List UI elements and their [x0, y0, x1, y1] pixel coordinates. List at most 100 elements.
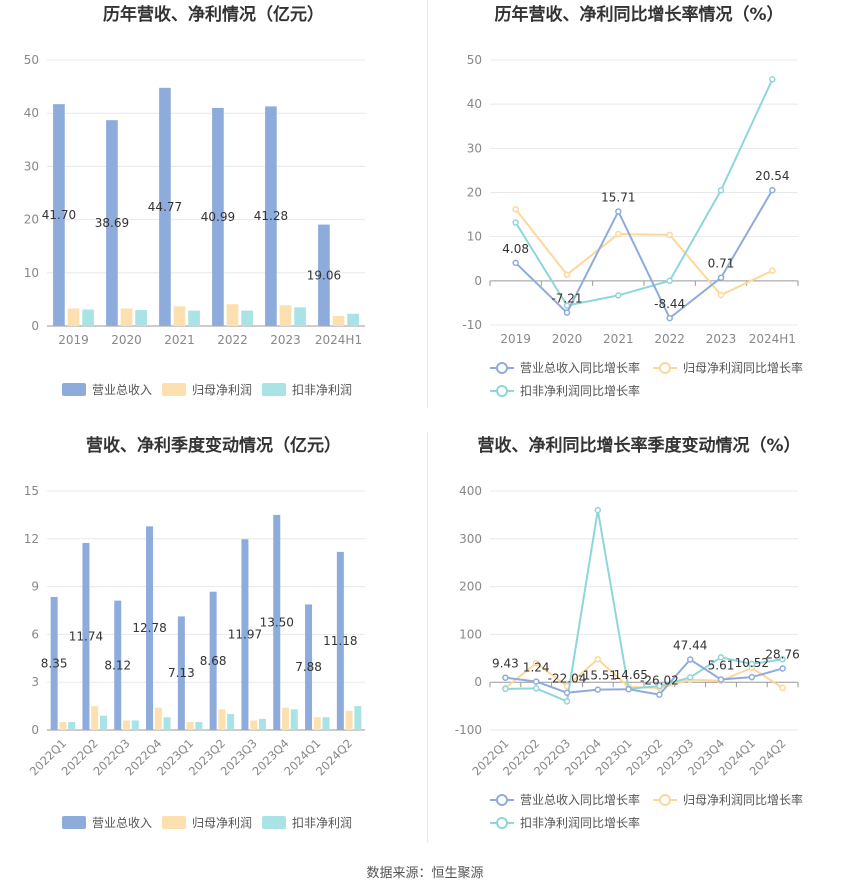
data-label: 8.12: [104, 658, 131, 672]
y-tick-label: 10: [467, 230, 482, 244]
bar-revenue: [82, 542, 90, 730]
y-tick-label: 0: [474, 274, 482, 288]
bar-net-profit: [282, 707, 289, 730]
bar-deducted-profit: [163, 717, 171, 730]
chart-title: 历年营收、净利情况（亿元）: [103, 4, 324, 25]
y-tick-label: -10: [462, 318, 482, 332]
x-tick-label: 2023: [270, 333, 301, 347]
bar-revenue: [106, 120, 118, 327]
legend-label: 营业总收入同比增长率: [520, 792, 640, 807]
bar-revenue: [336, 551, 344, 730]
legend-label: 营业总收入: [92, 383, 152, 397]
bar-net-profit: [345, 710, 353, 730]
line-point: [563, 698, 571, 705]
line-net-profit: [514, 208, 773, 297]
line-point: [656, 682, 663, 690]
line-point: [512, 206, 519, 213]
x-tick-label: 2024H1: [749, 332, 796, 346]
line-point: [656, 691, 663, 698]
legend-swatch: [62, 816, 86, 829]
y-tick-label: 40: [24, 106, 39, 120]
y-tick-label: 20: [24, 213, 39, 227]
data-label: 11.74: [69, 629, 103, 643]
legend-label: 扣非净利润同比增长率: [520, 815, 640, 830]
y-tick-label: 9: [31, 580, 39, 594]
line-point: [502, 685, 509, 693]
legend-swatch: [262, 383, 286, 396]
x-tick-label: 2022: [654, 332, 685, 346]
bar-revenue: [273, 514, 281, 730]
data-label: -26.02: [640, 674, 679, 688]
bar-net-profit: [250, 720, 258, 730]
line-point: [686, 674, 694, 681]
bar-revenue: [212, 107, 224, 326]
chart-annual-amount: 历年营收、净利情况（亿元） 0 10 20 30 40 50 41.70 38.69 44.77 4…: [24, 4, 365, 397]
data-label: -15.51: [578, 669, 617, 683]
legend-label: 扣非净利润: [292, 816, 352, 830]
data-label: -14.65: [609, 668, 648, 682]
data-label: 40.99: [201, 210, 235, 224]
x-tick-label: 2020: [552, 332, 583, 346]
bar-deducted-profit: [241, 310, 253, 326]
data-source-name: 恒生聚源: [431, 866, 484, 881]
bar-net-profit: [226, 304, 239, 326]
line-point: [615, 230, 622, 238]
line-point: [717, 274, 725, 281]
line-point: [769, 267, 776, 274]
bar-net-profit: [91, 706, 99, 730]
data-label: -22.04: [548, 672, 587, 686]
bar-net-profit: [279, 305, 292, 326]
bar-net-profit: [218, 709, 226, 730]
y-tick-label: 200: [459, 580, 482, 594]
legend-label: 归母净利润: [192, 816, 252, 830]
bar-deducted-profit: [82, 309, 94, 326]
data-source-prefix: 数据来源：: [366, 866, 432, 881]
line-point: [717, 187, 725, 194]
x-tick-label: 2020: [111, 333, 142, 347]
chart-annual-growth: 历年营收、净利同比增长率情况（%） -10 0 10 20 30 40 50 4.08 -7.21…: [462, 4, 803, 398]
data-label: 41.28: [254, 209, 288, 223]
legend-label: 扣非净利润同比增长率: [520, 383, 640, 398]
data-label: 19.06: [307, 268, 341, 282]
y-tick-label: 40: [467, 97, 482, 111]
line-point: [779, 665, 786, 672]
bar-net-profit: [173, 306, 186, 326]
bar-deducted-profit: [347, 313, 359, 326]
data-label: 44.77: [148, 200, 182, 214]
bar-revenue: [114, 600, 122, 730]
chart-title: 营收、净利季度变动情况（亿元）: [86, 435, 341, 456]
bar-deducted-profit: [322, 717, 330, 730]
line-point: [563, 689, 571, 696]
legend-swatch: [62, 383, 86, 396]
x-tick-label: 2019: [58, 333, 89, 347]
bar-revenue: [50, 596, 58, 730]
y-tick-label: 100: [459, 627, 482, 641]
legend-label: 营业总收入: [92, 816, 152, 830]
line-point: [779, 656, 786, 663]
data-label: 4.08: [502, 242, 529, 256]
x-tick-label: 2019: [500, 332, 531, 346]
data-label: 20.54: [755, 169, 789, 183]
bar-revenue: [318, 224, 330, 326]
bar-net-profit: [67, 308, 80, 326]
line-revenue: [505, 658, 783, 696]
chart-title: 历年营收、净利同比增长率情况（%）: [494, 4, 783, 25]
bar-deducted-profit: [195, 722, 203, 730]
legend-marker: [496, 794, 508, 806]
bar-deducted-profit: [68, 722, 76, 730]
line-point: [666, 277, 673, 285]
bar-net-profit: [313, 717, 321, 730]
data-label: 11.18: [323, 634, 357, 648]
data-label: 8.68: [200, 654, 227, 668]
bar-revenue: [177, 616, 185, 730]
line-point: [748, 660, 756, 668]
bar-deducted-profit: [188, 310, 200, 326]
bar-deducted-profit: [131, 720, 139, 730]
line-point: [717, 676, 725, 683]
data-label: 7.88: [295, 660, 322, 674]
bar-revenue: [53, 104, 65, 326]
bar-deducted-profit: [99, 715, 107, 730]
data-label: 10.52: [735, 656, 769, 670]
line-point: [512, 259, 519, 267]
